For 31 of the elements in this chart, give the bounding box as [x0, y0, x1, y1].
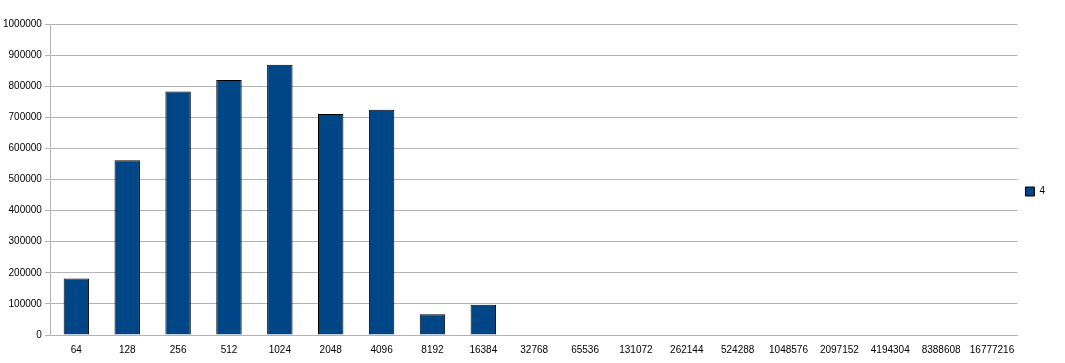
x-tick-label: 1024	[268, 343, 292, 355]
x-tick-label: 32768	[520, 343, 549, 355]
x-tick-label: 1048576	[769, 343, 809, 355]
x-tick-label: 262144	[670, 343, 704, 355]
x-tick-label: 65536	[571, 343, 600, 355]
x-tick-label: 256	[169, 343, 187, 355]
y-tick-label: 800000	[8, 79, 43, 91]
x-tick-label: 524288	[720, 343, 755, 355]
x-tick-label: 4194304	[870, 343, 911, 355]
x-tick-label: 4096	[370, 343, 394, 355]
x-tick-label: 8388608	[921, 343, 962, 355]
x-tick-label: 512	[220, 343, 238, 355]
x-tick-label: 8192	[421, 343, 445, 355]
legend-label: 4	[1039, 185, 1046, 197]
y-tick-label: 300000	[8, 235, 43, 247]
y-tick-label: 400000	[8, 204, 43, 216]
x-tick-label: 16777216	[969, 343, 1015, 355]
y-tick-label: 0	[36, 328, 43, 340]
y-tick-label: 700000	[8, 111, 43, 123]
x-tick-label: 2048	[319, 343, 343, 355]
x-tick-label: 2097152	[819, 343, 860, 355]
x-tick-label: 64	[70, 343, 83, 355]
y-tick-label: 100000	[8, 297, 43, 309]
y-tick-label: 900000	[8, 48, 43, 60]
x-tick-label: 16384	[469, 343, 498, 355]
y-tick-label: 200000	[8, 266, 43, 278]
x-tick-label: 128	[118, 343, 137, 355]
y-tick-label: 1000000	[2, 17, 43, 29]
x-tick-label: 131072	[619, 343, 654, 355]
y-tick-label: 600000	[8, 142, 43, 154]
y-tick-label: 500000	[8, 173, 43, 185]
